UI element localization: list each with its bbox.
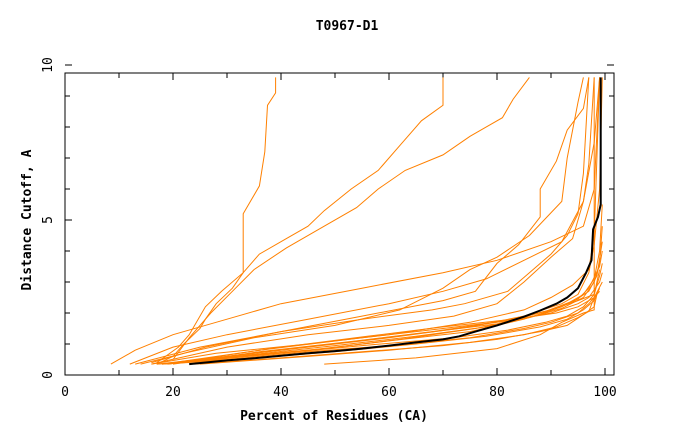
plot-frame [64, 72, 615, 376]
series-line-m7 [140, 77, 584, 365]
series-line-m8 [151, 77, 595, 365]
x-tick-label: 80 [489, 385, 505, 400]
series-line-m3 [172, 77, 530, 360]
series-line-m4 [110, 77, 601, 365]
series-line-m2 [156, 77, 444, 364]
y-axis-label: Distance Cutoff, A [20, 149, 35, 290]
x-tick-label: 40 [273, 385, 289, 400]
x-axis-label: Percent of Residues (CA) [240, 409, 428, 424]
highlight-series-line [189, 77, 602, 366]
series-line-m6 [135, 77, 590, 365]
x-tick-label: 60 [381, 385, 397, 400]
series-layer [110, 77, 603, 366]
x-tick-label: 0 [61, 385, 69, 400]
series-line-m24 [151, 77, 590, 364]
series-line-m5 [129, 77, 601, 365]
x-tick-label: 100 [593, 385, 616, 400]
series-line-m23 [183, 269, 601, 364]
y-tick-label: 10 [41, 57, 56, 73]
series-line-m12 [162, 226, 603, 365]
series-line-m1 [156, 77, 277, 365]
chart-title: T0967-D1 [316, 19, 379, 34]
series-line-m18 [156, 290, 600, 365]
series-line-m10 [156, 77, 603, 365]
series-line-m22 [324, 77, 595, 365]
y-tick-label: 0 [41, 371, 56, 379]
y-tick-label: 5 [41, 216, 56, 224]
x-tick-label: 20 [165, 385, 181, 400]
series-line-m21 [199, 297, 595, 365]
